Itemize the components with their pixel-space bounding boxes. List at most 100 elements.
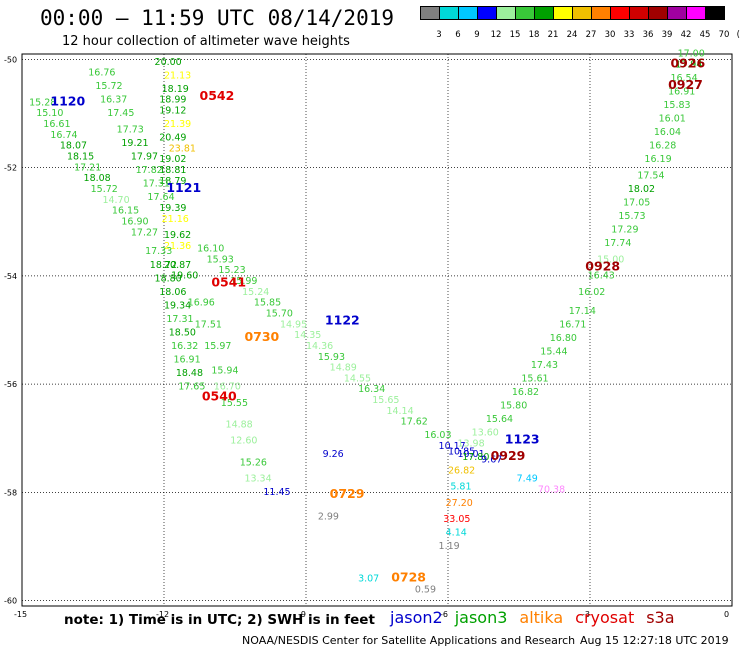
swh-value: 18.81 xyxy=(159,165,186,176)
swh-value: 15.64 xyxy=(486,414,513,425)
swh-value: 15.55 xyxy=(221,398,248,409)
swh-value: 18.15 xyxy=(67,152,94,163)
legend-s3a: s3a xyxy=(646,608,675,627)
swh-value: 16.10 xyxy=(197,244,224,255)
swh-value: 16.19 xyxy=(644,154,671,165)
swh-value: 19.12 xyxy=(159,106,186,117)
swh-value: 10.01 xyxy=(457,449,484,460)
swh-value: 15.24 xyxy=(242,287,269,298)
swh-value: 18.50 xyxy=(169,327,196,338)
swh-value: 16.91 xyxy=(173,354,200,365)
map-frame xyxy=(21,53,733,607)
swh-value: 23.81 xyxy=(169,143,196,154)
swh-value: 70.38 xyxy=(538,484,565,495)
swh-value: 16.28 xyxy=(649,141,676,152)
swh-value: 4.14 xyxy=(446,528,467,539)
color-scale-label: 45 xyxy=(699,30,711,40)
swh-value: 18.19 xyxy=(162,84,189,95)
color-scale-label: 70 xyxy=(718,30,730,40)
swh-value: 21.39 xyxy=(164,119,191,130)
swh-value: 17.51 xyxy=(195,319,222,330)
swh-value: 10.85 xyxy=(448,446,475,457)
footer-credit: NOAA/NESDIS Center for Satellite Applica… xyxy=(242,634,576,647)
page-title: 00:00 — 11:59 UTC 08/14/2019 xyxy=(40,6,395,30)
swh-value: 16.74 xyxy=(50,130,77,141)
color-scale-label: 18 xyxy=(528,30,540,40)
swh-value: 17.05 xyxy=(623,198,650,209)
swh-value: 16.37 xyxy=(100,95,127,106)
swh-value: 15.97 xyxy=(204,341,231,352)
swh-value: 2.99 xyxy=(318,511,339,522)
lat-tick-label: -60 xyxy=(4,597,17,606)
swh-value: 13.60 xyxy=(472,428,499,439)
swh-value: 16.04 xyxy=(654,127,681,138)
swh-value: 17.54 xyxy=(637,170,664,181)
swh-value: 14.89 xyxy=(330,363,357,374)
pass-label: 0728 xyxy=(391,570,426,585)
lon-tick-label: -15 xyxy=(14,610,27,619)
swh-value: 15.28 xyxy=(29,97,56,108)
swh-value: 15.99 xyxy=(230,276,257,287)
swh-value: 10.17 xyxy=(439,441,466,452)
pass-labels: 1120 0542 1121 0541 1122 0730 0540 0729 0728 1123… xyxy=(50,56,705,585)
swh-value: 16.71 xyxy=(559,319,586,330)
swh-value: 15.70 xyxy=(266,308,293,319)
color-scale-label: 21 xyxy=(547,30,559,40)
swh-value: 17.73 xyxy=(117,124,144,135)
swh-value: 17.43 xyxy=(531,360,558,371)
swh-value: 19.62 xyxy=(164,230,191,241)
swh-value: 14.70 xyxy=(102,195,129,206)
legend-cryosat: cryosat xyxy=(575,608,635,627)
swh-value: 33.05 xyxy=(443,514,470,525)
swh-value: 18.80 xyxy=(155,273,182,284)
swh-value: 15.72 xyxy=(91,184,118,195)
pass-label: 0542 xyxy=(200,88,235,103)
pass-label: 1122 xyxy=(325,313,360,328)
swh-value: 19.39 xyxy=(159,203,186,214)
lat-tick-label: -52 xyxy=(4,164,17,173)
color-scale-label: 15 xyxy=(509,30,521,40)
swh-value: 18.79 xyxy=(159,176,186,187)
swh-value: 15.23 xyxy=(218,265,245,276)
swh-value: 15.83 xyxy=(663,100,690,111)
pass-label: 1120 xyxy=(50,93,85,108)
footer-timestamp: Aug 15 12:27:18 UTC 2019 xyxy=(580,634,729,647)
swh-value: 16.54 xyxy=(670,73,697,84)
pass-label: 0729 xyxy=(330,486,365,501)
swh-value: 14.35 xyxy=(294,330,321,341)
footer-note: note: 1) Time is in UTC; 2) SWH is in fe… xyxy=(64,612,375,628)
color-scale-label: 24 xyxy=(566,30,578,40)
color-scale-label: 9 xyxy=(474,30,480,40)
swh-value: 14.95 xyxy=(280,319,307,330)
swh-value: 15.72 xyxy=(95,81,122,92)
swh-value: 14.88 xyxy=(226,419,253,430)
pass-label: 0926 xyxy=(670,56,705,71)
color-scale-label: (ft) xyxy=(736,30,740,40)
swh-value: 15.26 xyxy=(240,457,267,468)
swh-value: 17.80 xyxy=(462,452,489,463)
pass-label: 1121 xyxy=(166,180,201,195)
lat-tick-label: -50 xyxy=(4,55,17,64)
swh-value: 26.82 xyxy=(448,465,475,476)
swh-value: 3.07 xyxy=(358,574,379,585)
swh-value: 17.27 xyxy=(131,227,158,238)
swh-value: 17.45 xyxy=(107,108,134,119)
swh-value: 18.72 xyxy=(150,260,177,271)
pass-label: 0928 xyxy=(585,258,620,273)
swh-value: 16.96 xyxy=(188,298,215,309)
swh-value: 12.60 xyxy=(230,436,257,447)
swh-value: 15.93 xyxy=(318,352,345,363)
swh-value: 17.33 xyxy=(145,246,172,257)
color-scale-label: 27 xyxy=(585,30,597,40)
swh-value: 16.03 xyxy=(424,430,451,441)
color-scale-label: 3 xyxy=(436,30,442,40)
swh-value: 19.60 xyxy=(171,271,198,282)
swh-value: 9.26 xyxy=(323,449,344,460)
swh-value: 18.48 xyxy=(176,368,203,379)
map-ticks: -50 -52 -54 -56 -58 -60 -15 -12 -9 -6 -3 0 xyxy=(4,55,729,619)
lon-tick-label: -6 xyxy=(440,610,448,619)
swh-value: 16.34 xyxy=(358,384,385,395)
swh-value: 15.10 xyxy=(36,108,63,119)
